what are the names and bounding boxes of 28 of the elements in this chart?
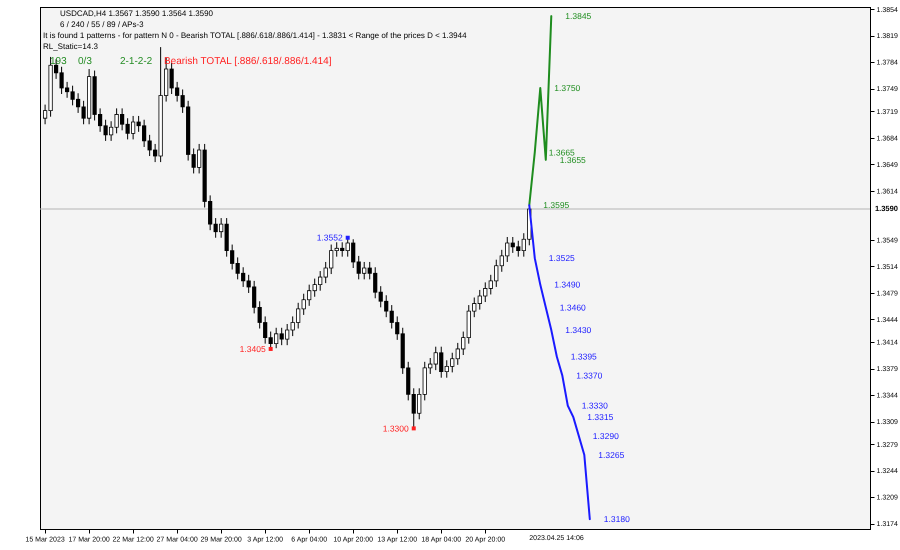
data-label: 1.3405: [240, 344, 266, 354]
data-label: 1.3595: [543, 200, 570, 210]
data-label: 1.3845: [565, 11, 592, 22]
annotation: 2-1-2-2: [120, 56, 153, 67]
data-label: 1.3370: [576, 370, 603, 380]
data-label: 1.3552: [316, 232, 343, 243]
data-label: 1.3180: [604, 514, 630, 524]
annotation: It is found 1 patterns - for pattern N 0 - Bearish TOTAL [.886/.618/.886/1.414] - 1.3831 < Range of the prices D < 1.3944: [43, 31, 468, 40]
data-label: 1.3490: [554, 280, 581, 290]
data-label: 1.3655: [560, 154, 586, 165]
data-label: 1.3665: [548, 147, 576, 158]
annotation: 0/3: [78, 56, 92, 67]
data-label: 1.3315: [587, 412, 614, 422]
data-label: 1.3330: [582, 400, 608, 411]
point: [268, 346, 273, 351]
data-label: 1.3395: [570, 352, 598, 362]
data-label: 1.3525: [548, 253, 576, 264]
data-label: 1.3265: [598, 450, 625, 460]
data-label: 1.3460: [560, 302, 586, 312]
data-label: 1.3300: [382, 423, 410, 434]
data-label: 1.3290: [592, 430, 620, 441]
data-label: 1.3750: [554, 82, 581, 93]
point: [346, 236, 350, 240]
annotation: 6 / 240 / 55 / 89 / APs-3: [60, 20, 144, 29]
point: [412, 426, 416, 430]
data-label: 1.3430: [565, 325, 592, 336]
annotation: RL_Static=14.3: [43, 42, 98, 51]
chart-title: USDCAD,H4 1.3567 1.3590 1.3564 1.3590: [60, 9, 214, 18]
